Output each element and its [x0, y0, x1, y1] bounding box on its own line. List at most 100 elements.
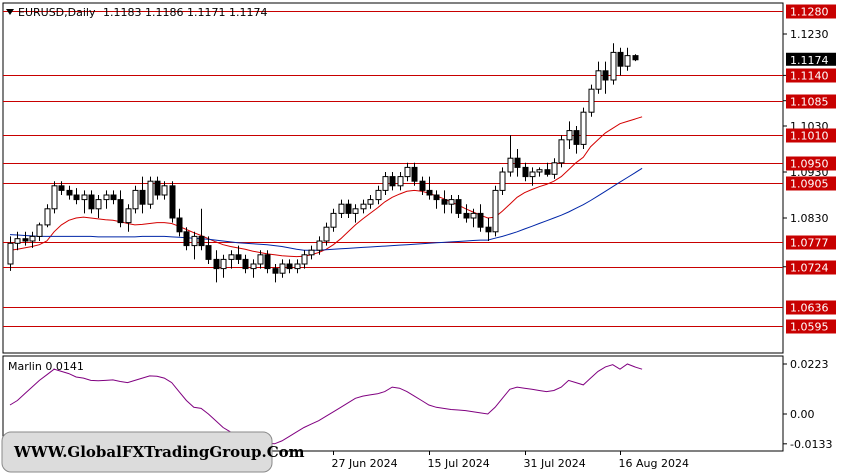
candle	[88, 190, 95, 214]
candle	[66, 185, 73, 200]
candle	[147, 176, 154, 209]
candle-body	[419, 180, 426, 191]
candle	[610, 43, 617, 85]
candle	[426, 176, 433, 200]
candle	[433, 190, 440, 209]
candle-body	[514, 157, 521, 168]
candle	[183, 227, 190, 251]
candle-body	[301, 254, 308, 265]
candle-body	[147, 180, 154, 205]
candle-body	[286, 263, 293, 270]
candle	[22, 231, 29, 246]
indicator-title: Marlin 0.0141	[8, 360, 84, 373]
candle	[279, 259, 286, 278]
candle-body	[455, 199, 462, 214]
candle	[595, 61, 602, 94]
candle	[125, 204, 132, 232]
level-label: 1.0905	[790, 178, 829, 191]
candle-body	[58, 185, 65, 191]
candle	[51, 181, 58, 214]
level-label-bg	[786, 176, 836, 191]
candle-body	[110, 194, 117, 201]
level-label: 1.0595	[790, 321, 829, 334]
current-price-label-bg	[786, 52, 836, 66]
candle	[154, 176, 161, 200]
candle-body	[375, 189, 382, 201]
candle	[448, 195, 455, 214]
candle	[58, 181, 65, 195]
candle-body	[426, 189, 433, 196]
candle-body	[470, 212, 477, 219]
level-label-bg	[786, 260, 836, 275]
level-label-bg	[786, 300, 836, 315]
candle	[375, 185, 382, 205]
candle	[198, 208, 205, 251]
candle-body	[477, 212, 484, 228]
candle	[499, 167, 506, 195]
sma-slow-line	[9, 167, 643, 251]
candle	[551, 158, 558, 179]
candle	[404, 162, 411, 182]
candle-body	[404, 166, 411, 178]
candle	[117, 190, 124, 228]
candle	[169, 181, 176, 223]
candle	[330, 208, 337, 232]
candle	[345, 199, 352, 218]
candle-body	[36, 224, 43, 237]
dropdown-triangle-icon[interactable]	[6, 9, 14, 15]
candle-body	[183, 231, 190, 247]
price-pane-frame	[2, 2, 784, 354]
candle-body	[588, 88, 595, 113]
candle-body	[95, 199, 102, 210]
candle-body	[88, 194, 95, 210]
candle-body	[551, 162, 558, 175]
level-label: 1.1280	[790, 6, 829, 19]
candle-body	[617, 51, 624, 67]
level-label-bg	[786, 156, 836, 171]
candle	[522, 162, 529, 182]
candle	[235, 245, 242, 264]
candle-body	[66, 189, 73, 196]
candle-body	[485, 226, 492, 233]
watermark-badge: WWW.GlobalFXTradingGroup.Com	[1, 431, 305, 473]
candle	[352, 204, 359, 223]
candle-body	[117, 199, 124, 224]
candle-body	[448, 199, 455, 205]
candle-body	[367, 199, 374, 205]
candle-body	[441, 199, 448, 205]
level-label: 1.0636	[790, 302, 829, 315]
candle	[323, 222, 330, 246]
date-axis: 27 Jun 2024 15 Jul 2024 31 Jul 2024 16 Aug …	[332, 451, 689, 470]
candle	[250, 259, 257, 278]
candle-body	[242, 258, 249, 270]
price-tick-label: 1.1230	[790, 28, 829, 41]
candle-body	[507, 157, 514, 173]
indicator-tick-label: 0.00	[790, 408, 815, 421]
level-label: 1.1140	[790, 70, 829, 83]
candle-body	[352, 208, 359, 214]
candle	[7, 236, 14, 271]
candle-body	[257, 254, 264, 265]
candle-body	[624, 55, 631, 67]
candle	[536, 167, 543, 177]
candle	[514, 149, 521, 177]
candle	[110, 190, 117, 205]
candle-body	[544, 169, 551, 175]
candle-body	[250, 263, 257, 270]
candle	[44, 204, 51, 228]
candle	[573, 126, 580, 154]
current-price-text: 1.1174	[790, 54, 829, 67]
candle-body	[272, 268, 279, 274]
candlestick-series	[7, 43, 639, 283]
candle	[213, 250, 220, 283]
level-label: 1.1010	[790, 130, 829, 143]
candle-body	[7, 242, 14, 265]
date-tick-label: 15 Jul 2024	[428, 457, 490, 470]
candle-body	[176, 217, 183, 233]
candle-body	[382, 176, 389, 191]
candle	[338, 199, 345, 218]
candle	[286, 259, 293, 274]
candle-body	[316, 240, 323, 251]
candle-body	[389, 176, 396, 187]
